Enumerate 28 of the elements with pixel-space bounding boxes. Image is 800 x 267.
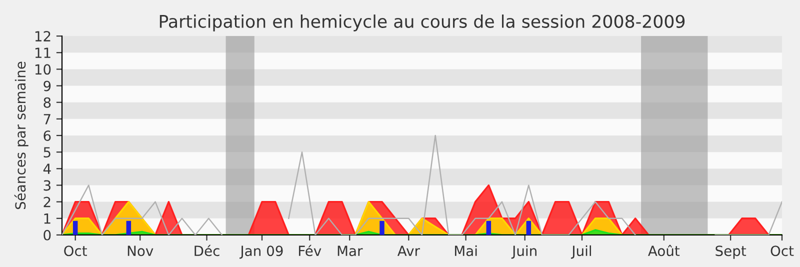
x-tick-label: Avr xyxy=(397,246,420,256)
x-tick-label: Sept xyxy=(716,246,746,259)
x-tick-label: Oct xyxy=(770,246,794,256)
y-tick-label: 9 xyxy=(44,80,51,92)
x-tick-label: Jan 09 xyxy=(240,246,283,259)
y-tick-label: 4 xyxy=(43,164,51,174)
y-axis-title: Séances par semaine xyxy=(14,62,28,210)
y-tick-label: 7 xyxy=(44,114,50,124)
x-tick-label: Mar xyxy=(338,246,363,256)
chart-title: Participation en hemicycle au cours de la session 2008-2009 xyxy=(160,14,685,32)
x-tick-label: Août xyxy=(648,244,680,256)
x-tick-label: Juin xyxy=(511,245,536,259)
y-tick-label: 1 xyxy=(44,214,50,224)
y-tick-label: 0 xyxy=(44,230,51,240)
y-tick-label: 10 xyxy=(35,64,51,75)
x-tick-label: Nov xyxy=(128,246,154,256)
y-tick-label: 2 xyxy=(44,196,50,208)
x-tick-label: Mai xyxy=(454,245,477,256)
y-tick-label: 5 xyxy=(44,147,50,158)
y-tick-label: 6 xyxy=(44,130,51,141)
x-tick-label: Juil xyxy=(570,245,592,259)
y-tick-label: 8 xyxy=(44,97,51,108)
y-tick-label: 11 xyxy=(35,48,50,58)
x-tick-label: Oct xyxy=(64,246,88,256)
x-tick-label: Fév xyxy=(298,244,322,256)
y-tick-label: 3 xyxy=(44,180,50,191)
x-tick-label: Déc xyxy=(194,244,220,256)
y-tick-label: 12 xyxy=(35,31,50,42)
